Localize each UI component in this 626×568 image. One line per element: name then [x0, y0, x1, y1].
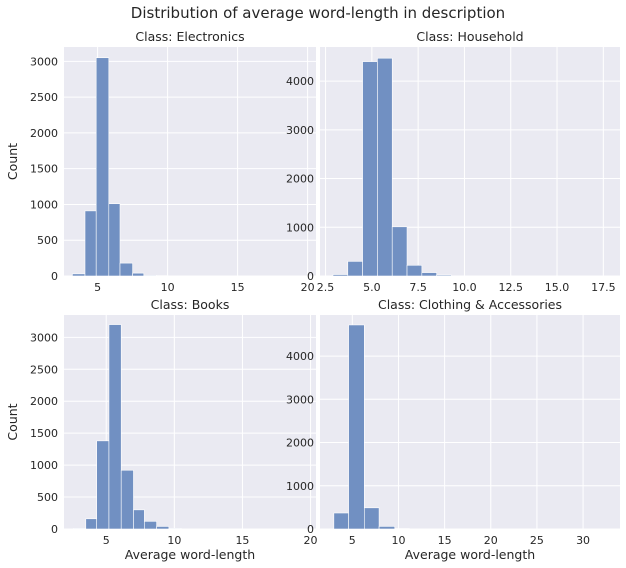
y-axis-label: Count [5, 143, 20, 180]
histogram-bar [120, 469, 134, 530]
y-tick-label: 2000 [30, 395, 58, 408]
y-tick-label: 1000 [30, 459, 58, 472]
histogram-bar [362, 61, 378, 277]
histogram-bar [143, 274, 157, 277]
x-tick-label: 15 [231, 281, 245, 294]
x-axis-label: Average word-length [405, 547, 535, 562]
y-axis-label: Count [5, 403, 20, 440]
panel-household: 2.5 5.0 7.5 10.0 12.5 15.0 17.5 0 1000 2000 3000 40… [286, 29, 620, 294]
x-tick-label: 10.0 [452, 281, 477, 294]
histogram-bar [332, 274, 349, 277]
histogram-bar [73, 528, 87, 530]
x-tick-label: 20 [301, 281, 315, 294]
y-tick-label: 500 [37, 491, 58, 504]
plot-area [320, 315, 620, 529]
y-tick-label: 0 [51, 523, 58, 536]
panel-title: Class: Clothing & Accessories [378, 297, 562, 312]
histogram-bar [364, 507, 380, 530]
x-tick-label: 5 [94, 281, 101, 294]
histogram-bar [96, 440, 110, 530]
y-tick-label: 0 [51, 270, 58, 283]
histogram-bar [85, 518, 97, 530]
histogram-bar [156, 526, 170, 530]
y-tick-label: 4000 [286, 350, 314, 363]
histogram-bar [378, 526, 396, 530]
y-tick-label: 4000 [286, 75, 314, 88]
histogram-bar [348, 324, 365, 530]
y-tick-label: 2000 [286, 173, 314, 186]
histogram-bar [133, 509, 145, 530]
panel-title: Class: Books [151, 297, 230, 312]
x-tick-label: 20 [304, 534, 318, 547]
histogram-bar [421, 272, 437, 277]
y-tick-label: 3000 [286, 124, 314, 137]
y-tick-label: 3000 [30, 331, 58, 344]
panel-title: Class: Household [416, 29, 523, 44]
y-tick-label: 500 [37, 234, 58, 247]
histogram-bar [108, 324, 122, 530]
x-tick-label: 5.0 [363, 281, 381, 294]
x-tick-label: 25 [530, 534, 544, 547]
y-tick-label: 2000 [286, 437, 314, 450]
x-tick-label: 30 [576, 534, 590, 547]
histogram-bar [144, 521, 157, 530]
y-tick-label: 1500 [30, 427, 58, 440]
histogram-bar [119, 262, 133, 277]
x-tick-label: 12.5 [498, 281, 523, 294]
panel-clothing-accessories: 5 10 15 20 25 30 0 1000 2000 3000 4000 Class: Cloth… [286, 297, 620, 562]
x-tick-label: 10 [391, 534, 405, 547]
histogram-bar [377, 57, 393, 277]
x-tick-label: 15 [235, 534, 249, 547]
x-tick-label: 15.0 [545, 281, 570, 294]
x-tick-label: 2.5 [317, 281, 335, 294]
histogram-bar [72, 273, 86, 277]
figure-title: Distribution of average word-length in d… [131, 4, 505, 22]
y-tick-label: 0 [307, 270, 314, 283]
y-tick-label: 2500 [30, 91, 58, 104]
x-tick-label: 10 [161, 281, 175, 294]
y-tick-label: 1500 [30, 163, 58, 176]
histogram-bar [333, 512, 349, 530]
y-tick-label: 1000 [286, 221, 314, 234]
x-tick-label: 5 [103, 534, 110, 547]
y-tick-label: 2500 [30, 363, 58, 376]
x-tick-label: 10 [167, 534, 181, 547]
y-tick-label: 1000 [30, 198, 58, 211]
histogram-bar [95, 57, 110, 277]
x-axis-label: Average word-length [125, 547, 255, 562]
histogram-bar [132, 272, 145, 277]
histogram-bar [436, 274, 452, 277]
panel-title: Class: Electronics [135, 29, 244, 44]
histogram-bar [406, 264, 423, 277]
x-tick-label: 20 [484, 534, 498, 547]
x-tick-label: 17.5 [591, 281, 616, 294]
histogram-bar [391, 226, 408, 277]
histogram-bar [168, 528, 182, 530]
y-tick-label: 2000 [30, 127, 58, 140]
y-tick-label: 3000 [30, 55, 58, 68]
y-tick-label: 1000 [286, 480, 314, 493]
histogram-bar [84, 210, 97, 277]
y-tick-label: 3000 [286, 393, 314, 406]
y-tick-label: 0 [307, 523, 314, 536]
histogram-bar [108, 203, 121, 277]
x-tick-label: 7.5 [409, 281, 427, 294]
x-tick-label: 5 [349, 534, 356, 547]
x-tick-label: 15 [438, 534, 452, 547]
histogram-bar [347, 261, 363, 277]
